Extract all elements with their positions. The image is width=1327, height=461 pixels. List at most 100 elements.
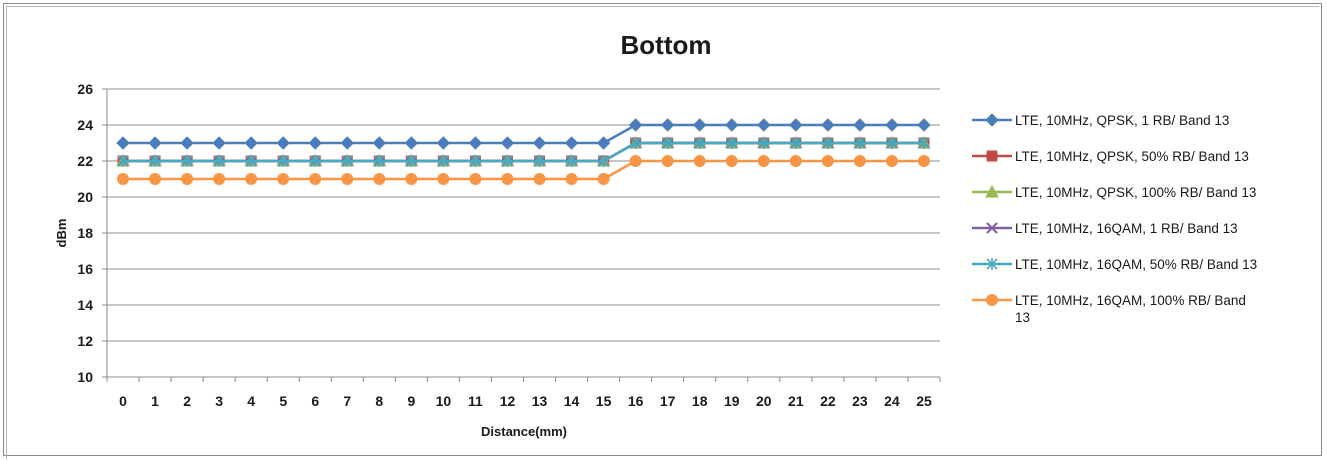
legend-swatch-marker — [987, 151, 997, 161]
x-tick-label: 14 — [564, 393, 580, 409]
x-tick-label: 22 — [820, 393, 836, 409]
y-tick-label: 10 — [77, 369, 93, 385]
data-point — [246, 174, 257, 185]
data-point — [790, 119, 802, 131]
data-point — [181, 137, 193, 149]
data-point — [822, 156, 833, 167]
x-tick-label: 21 — [788, 393, 804, 409]
x-tick-label: 1 — [151, 393, 159, 409]
y-tick-label: 12 — [77, 333, 93, 349]
x-tick-label: 0 — [119, 393, 127, 409]
data-point — [213, 137, 225, 149]
series-5 — [118, 137, 929, 167]
data-point — [438, 174, 449, 185]
y-tick-label: 14 — [77, 297, 93, 313]
data-point — [886, 156, 897, 167]
data-point — [342, 174, 353, 185]
legend-item-1: LTE, 10MHz, QPSK, 1 RB/ Band 13 — [972, 113, 1229, 128]
x-tick-label: 11 — [468, 393, 483, 409]
gridlines — [107, 89, 940, 341]
chart-title: Bottom — [621, 30, 712, 60]
series-line — [123, 125, 924, 143]
legend-item-5: LTE, 10MHz, 16QAM, 50% RB/ Band 13 — [972, 257, 1257, 272]
x-tick-label: 4 — [247, 393, 255, 409]
data-point — [277, 137, 289, 149]
data-point — [726, 119, 738, 131]
y-tick-labels: 10 12 14 16 18 20 22 24 26 — [77, 81, 93, 385]
data-point — [726, 156, 737, 167]
legend-label: LTE, 10MHz, 16QAM, 1 RB/ Band 13 — [1015, 221, 1238, 236]
x-tick-label: 6 — [311, 393, 319, 409]
data-point — [598, 174, 609, 185]
data-point — [630, 119, 642, 131]
series-line — [123, 143, 924, 161]
series-line — [123, 143, 924, 161]
y-tick-label: 24 — [77, 117, 93, 133]
legend-swatch-marker — [986, 114, 998, 126]
data-point — [405, 137, 417, 149]
data-point — [694, 119, 706, 131]
data-point — [310, 174, 321, 185]
legend-swatch-marker — [987, 295, 998, 306]
data-point — [437, 137, 449, 149]
data-point — [758, 156, 769, 167]
y-tick-label: 16 — [77, 261, 93, 277]
x-tick-label: 25 — [916, 393, 932, 409]
data-point — [341, 137, 353, 149]
data-point — [469, 137, 481, 149]
data-point — [278, 174, 289, 185]
series-1 — [117, 119, 930, 149]
x-tick-label: 20 — [756, 393, 772, 409]
x-tick-label: 18 — [692, 393, 708, 409]
x-tick-label: 3 — [215, 393, 223, 409]
series-line — [123, 161, 924, 179]
axes — [102, 89, 940, 382]
data-point — [598, 137, 610, 149]
y-tick-label: 22 — [77, 153, 93, 169]
x-tick-label: 5 — [279, 393, 287, 409]
x-tick-label: 8 — [375, 393, 383, 409]
legend-item-6: LTE, 10MHz, 16QAM, 100% RB/ Band 13 — [972, 293, 1246, 325]
data-point — [918, 156, 929, 167]
data-point — [245, 137, 257, 149]
series-group — [117, 119, 930, 185]
data-point — [534, 174, 545, 185]
data-point — [149, 137, 161, 149]
data-point — [118, 174, 129, 185]
x-tick-label: 9 — [407, 393, 415, 409]
x-tick-label: 15 — [596, 393, 612, 409]
y-tick-label: 26 — [77, 81, 93, 97]
series-line — [123, 143, 924, 161]
data-point — [373, 137, 385, 149]
data-point — [662, 119, 674, 131]
legend-item-4: LTE, 10MHz, 16QAM, 1 RB/ Band 13 — [972, 221, 1238, 236]
x-axis-label: Distance(mm) — [481, 424, 567, 439]
legend-label: LTE, 10MHz, QPSK, 50% RB/ Band 13 — [1015, 149, 1249, 164]
x-tick-label: 16 — [628, 393, 644, 409]
data-point — [534, 137, 546, 149]
legend-label-line: LTE, 10MHz, 16QAM, 100% RB/ Band — [1015, 293, 1246, 308]
data-point — [566, 174, 577, 185]
data-point — [406, 174, 417, 185]
y-tick-label: 20 — [77, 189, 93, 205]
data-point — [309, 137, 321, 149]
series-line — [123, 143, 924, 161]
data-point — [630, 156, 641, 167]
data-point — [502, 174, 513, 185]
data-point — [501, 137, 513, 149]
x-tick-label: 24 — [884, 393, 900, 409]
legend-label: LTE, 10MHz, 16QAM, 100% RB/ Band 13 — [1015, 293, 1246, 325]
data-point — [117, 137, 129, 149]
legend: LTE, 10MHz, QPSK, 1 RB/ Band 13 LTE, 10MH… — [972, 113, 1257, 325]
data-point — [150, 174, 161, 185]
data-point — [918, 119, 930, 131]
x-tick-label: 2 — [183, 393, 191, 409]
data-point — [694, 156, 705, 167]
x-tick-label: 19 — [724, 393, 740, 409]
legend-label: LTE, 10MHz, QPSK, 100% RB/ Band 13 — [1015, 185, 1256, 200]
data-point — [758, 119, 770, 131]
x-tick-label: 10 — [436, 393, 452, 409]
data-point — [214, 174, 225, 185]
data-point — [822, 119, 834, 131]
x-tick-label: 12 — [500, 393, 516, 409]
